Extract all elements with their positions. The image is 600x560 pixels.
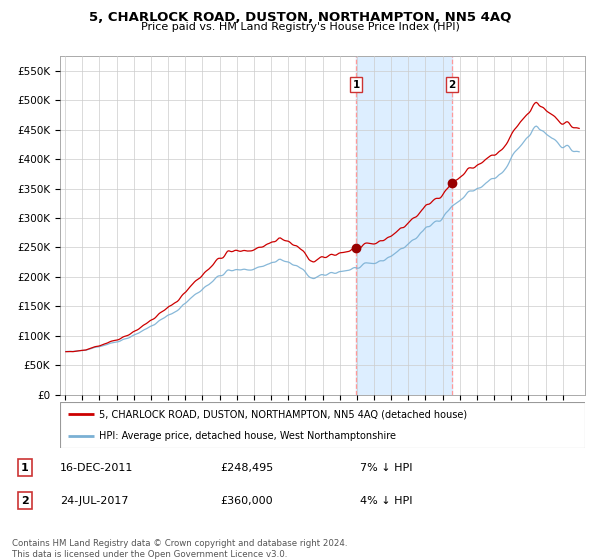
FancyBboxPatch shape	[60, 402, 585, 448]
Text: 24-JUL-2017: 24-JUL-2017	[60, 496, 128, 506]
Text: 1: 1	[21, 463, 29, 473]
Text: £360,000: £360,000	[220, 496, 272, 506]
Text: 5, CHARLOCK ROAD, DUSTON, NORTHAMPTON, NN5 4AQ (detached house): 5, CHARLOCK ROAD, DUSTON, NORTHAMPTON, N…	[100, 409, 467, 419]
Text: Contains HM Land Registry data © Crown copyright and database right 2024.
This d: Contains HM Land Registry data © Crown c…	[12, 539, 347, 559]
Text: 16-DEC-2011: 16-DEC-2011	[60, 463, 133, 473]
Bar	[356, 56, 452, 395]
Text: 7% ↓ HPI: 7% ↓ HPI	[360, 463, 413, 473]
Text: HPI: Average price, detached house, West Northamptonshire: HPI: Average price, detached house, West…	[100, 431, 397, 441]
Text: 4% ↓ HPI: 4% ↓ HPI	[360, 496, 413, 506]
Text: 2: 2	[21, 496, 29, 506]
Text: 1: 1	[352, 80, 360, 90]
Text: 5, CHARLOCK ROAD, DUSTON, NORTHAMPTON, NN5 4AQ: 5, CHARLOCK ROAD, DUSTON, NORTHAMPTON, N…	[89, 11, 511, 24]
Text: 2: 2	[449, 80, 456, 90]
Text: Price paid vs. HM Land Registry's House Price Index (HPI): Price paid vs. HM Land Registry's House …	[140, 22, 460, 32]
Text: £248,495: £248,495	[220, 463, 273, 473]
